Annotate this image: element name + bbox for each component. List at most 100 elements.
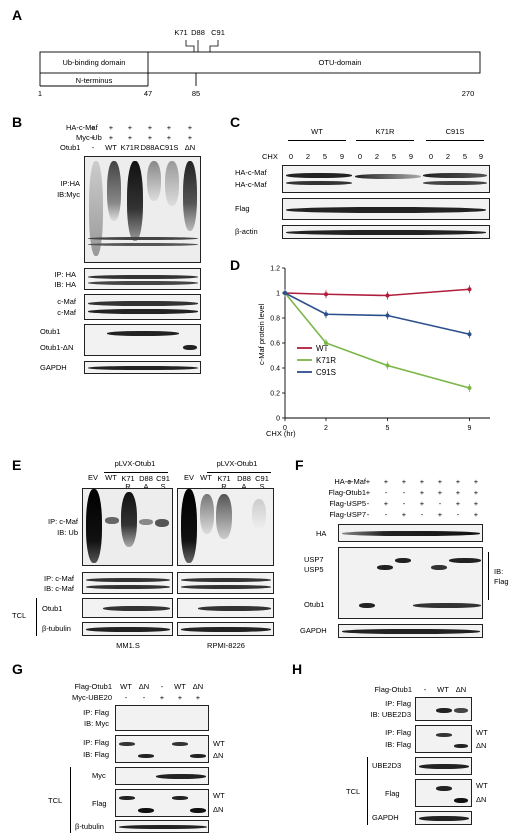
c-group-c91s: C91S: [445, 127, 465, 136]
pos-1: 1: [37, 89, 43, 98]
b-myc-mark: +: [147, 133, 153, 142]
panel-h-label: H: [292, 661, 303, 677]
b-ha-mark: +: [187, 123, 193, 132]
f-mark: -: [366, 499, 370, 508]
b-blot-ip-ha-ib-ha: [84, 268, 201, 290]
series-line-k71r: [284, 292, 470, 389]
c-label-ha-cmaf-2: HA-c-Maf: [235, 180, 267, 189]
b-label-ip-ha-2: IP: HA: [54, 270, 76, 279]
f-label-flag: Flag: [494, 577, 509, 586]
e-label-ip-cmaf-2: IP: c-Maf: [43, 574, 74, 583]
f-mark: +: [383, 499, 389, 508]
b-label-gapdh: GAPDH: [40, 363, 67, 372]
e-blot-otub1-left: [82, 598, 173, 618]
f-mark: +: [473, 477, 479, 486]
b-otub1-mark: WT: [105, 143, 117, 152]
g-blot-tubulin: [115, 820, 209, 833]
f-label-ha: HA: [316, 529, 327, 538]
g-mark: -: [160, 682, 164, 691]
b-label-cmaf-2: c-Maf: [57, 308, 76, 317]
data-point: [385, 313, 390, 318]
f-mark: +: [473, 510, 479, 519]
b-otub1-mark: C91S: [159, 143, 179, 152]
data-point: [467, 332, 472, 337]
b-label-otub1: Otub1: [40, 327, 61, 336]
b-myc-mark: +: [187, 133, 193, 142]
g-label-myc: Myc: [92, 771, 106, 780]
pos-270: 270: [461, 89, 475, 98]
pos-85: 85: [191, 89, 201, 98]
pos-47: 47: [143, 89, 153, 98]
data-point: [385, 293, 390, 298]
h-arrow-wt-2: WT: [476, 781, 488, 790]
c-time-label: 5: [462, 152, 468, 161]
h-mark: -: [423, 685, 427, 694]
b-label-ib-ha: IB: HA: [54, 280, 76, 289]
g-arrow-dn-2: ΔN: [213, 805, 224, 814]
b-blot-gapdh: [84, 361, 201, 374]
c-time-label: 0: [357, 152, 363, 161]
f-mark: -: [384, 510, 388, 519]
h-blot-gapdh: [415, 811, 472, 825]
h-blot-ip-flag-ib-flag: [415, 725, 472, 753]
h-label-ib-ube2d3: IB: UBE2D3: [370, 710, 411, 719]
b-myc-mark: +: [108, 133, 114, 142]
f-row-flag-usp7: Flag-USP7: [329, 510, 366, 519]
h-label-tcl: TCL: [346, 787, 361, 796]
f-mark: +: [455, 499, 461, 508]
e-cell-rpmi: RPMI-8226: [207, 641, 245, 650]
e-blot-tubulin-left: [82, 622, 173, 636]
e-blot-ub-left: [82, 488, 173, 566]
f-label-ib: IB:: [494, 567, 504, 576]
c-time-label: 5: [391, 152, 397, 161]
h-arrow-wt-1: WT: [476, 728, 488, 737]
b-row-myc-ub: Myc-Ub: [76, 133, 102, 142]
f-mark: +: [419, 499, 425, 508]
f-mark: +: [347, 477, 353, 486]
b-ha-mark: +: [166, 123, 172, 132]
e-blot-ub-right: [177, 488, 274, 566]
b-label-ib-myc: IB:Myc: [57, 190, 80, 199]
f-label-usp5: USP5: [304, 565, 324, 574]
data-point: [467, 287, 472, 292]
g-blot-myc: [115, 767, 209, 785]
x-tick-label: 5: [386, 425, 390, 432]
y-tick-label: 0.2: [270, 391, 280, 398]
e-label-otub1: Otub1: [42, 604, 63, 613]
f-blot-gapdh: [338, 624, 483, 638]
g-mark: -: [124, 693, 128, 702]
b-ha-mark: +: [108, 123, 114, 132]
b-row-ha-cmaf: HA-c-Maf: [66, 123, 98, 132]
f-mark: +: [365, 477, 371, 486]
c-time-label: 9: [408, 152, 414, 161]
f-mark: +: [455, 488, 461, 497]
f-mark: +: [365, 488, 371, 497]
x-tick-label: 2: [324, 425, 328, 432]
h-blot-ube2d3: [415, 757, 472, 775]
y-tick-label: 0: [276, 416, 280, 423]
panel-d-label: D: [230, 257, 241, 273]
g-mark: +: [159, 693, 165, 702]
f-mark: +: [437, 510, 443, 519]
f-mark: +: [419, 488, 425, 497]
c-group-k71r: K71R: [375, 127, 395, 136]
h-label-ip-flag-2: IP: Flag: [385, 728, 411, 737]
series-line-c91s: [284, 292, 470, 336]
series-line-wt: [284, 288, 470, 297]
n-terminus: N-terminus: [75, 76, 113, 85]
h-label-ube2d3: UBE2D3: [372, 761, 402, 770]
e-lane-left: D88 A: [139, 474, 153, 492]
g-blot-flag: [115, 789, 209, 817]
e-lane-right: WT: [200, 473, 212, 482]
c-blot-ha-cmaf: [282, 165, 490, 193]
otu-domain: OTU-domain: [318, 58, 362, 67]
c-label-ha-cmaf-1: HA-c-Maf: [235, 168, 267, 177]
h-arrow-dn-2: ΔN: [476, 795, 487, 804]
e-lane-right: K71 R: [217, 474, 231, 492]
b-blot-cmaf: [84, 294, 201, 320]
e-lane-left: EV: [87, 473, 99, 482]
b-otub1-mark: -: [91, 143, 95, 152]
x-tick-label: 9: [468, 425, 472, 432]
f-mark: +: [401, 510, 407, 519]
